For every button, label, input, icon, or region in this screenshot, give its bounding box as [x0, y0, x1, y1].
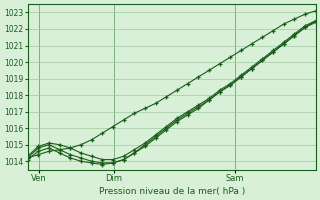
- X-axis label: Pression niveau de la mer( hPa ): Pression niveau de la mer( hPa ): [99, 187, 245, 196]
